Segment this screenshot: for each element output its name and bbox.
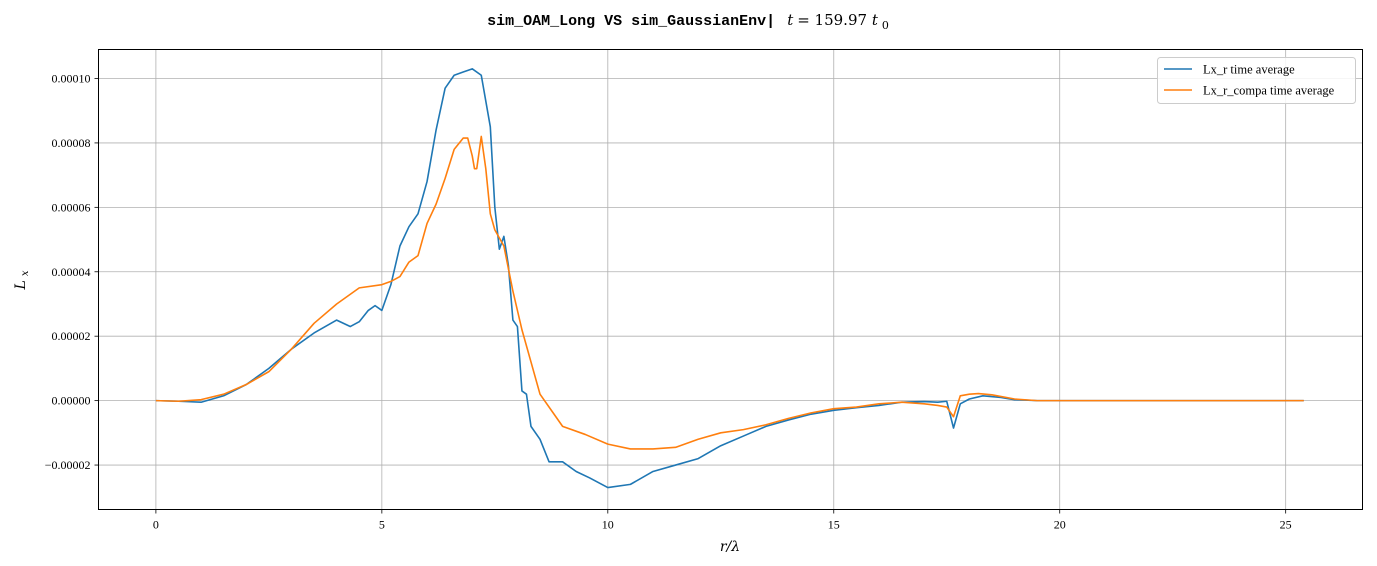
x-tick-label: 10 <box>602 518 614 532</box>
x-axis: 0 5 10 15 20 25 <box>153 509 1292 532</box>
series-lines <box>155 68 1304 489</box>
chart-title: sim_OAM_Long VS sim_GaussianEnv| t = 159… <box>487 11 889 32</box>
y-axis-label-main: L <box>13 280 29 290</box>
legend-label-series-1: Lx_r_compa time average <box>1203 84 1335 98</box>
x-tick-label: 20 <box>1054 518 1066 532</box>
series-line-0 <box>155 68 1304 489</box>
chart-title-eq: = 159.97 <box>797 11 872 29</box>
chart-title-code: sim_OAM_Long VS sim_GaussianEnv| <box>487 13 775 30</box>
y-tick-label: 0.00002 <box>52 329 91 343</box>
x-tick-label: 0 <box>153 518 159 532</box>
grid <box>98 49 1363 510</box>
chart-title-var: t <box>787 11 794 29</box>
y-tick-label: 0.00008 <box>52 136 91 150</box>
legend-box <box>1157 57 1356 104</box>
chart-title-unit: t <box>872 11 879 29</box>
x-tick-label: 5 <box>379 518 385 532</box>
legend-label-series-0: Lx_r time average <box>1203 63 1295 77</box>
y-tick-label: −0.00002 <box>45 458 91 472</box>
y-tick-label: 0.00010 <box>52 71 91 85</box>
plot-frame <box>98 49 1363 510</box>
chart-title-sub: 0 <box>882 19 889 32</box>
y-axis-label: L x <box>12 270 31 290</box>
series-line-1 <box>155 135 1304 450</box>
y-axis-label-sub: x <box>20 270 31 276</box>
y-tick-label: 0.00000 <box>52 394 91 408</box>
y-tick-label: 0.00006 <box>52 200 91 214</box>
legend: Lx_r time average Lx_r_compa time averag… <box>1157 57 1356 104</box>
x-tick-label: 25 <box>1280 518 1292 532</box>
y-tick-label: 0.00004 <box>52 265 91 279</box>
x-axis-label: r/λ <box>720 539 740 555</box>
y-axis: −0.00002 0.00000 0.00002 0.00004 0.00006 0.00… <box>45 71 99 472</box>
x-tick-label: 15 <box>828 518 840 532</box>
